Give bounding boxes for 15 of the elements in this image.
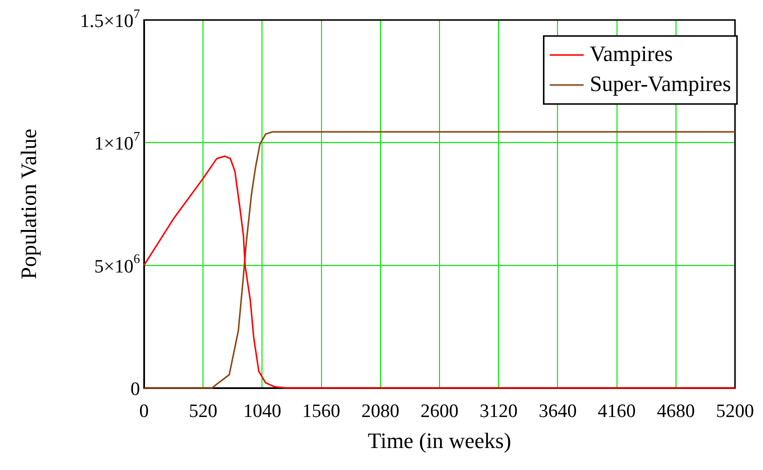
y-tick-label: 0: [130, 378, 140, 400]
x-tick-label: 5200: [716, 400, 754, 422]
x-tick-label: 1560: [302, 400, 340, 422]
legend-label: Vampires: [590, 40, 673, 66]
legend-label: Super-Vampires: [590, 70, 732, 96]
x-tick-label: 4160: [598, 400, 636, 422]
x-tick-label: 4680: [656, 400, 695, 422]
x-tick-label: 2600: [420, 400, 458, 422]
x-tick-label: 3640: [538, 400, 577, 422]
x-tick-label: 1040: [243, 400, 282, 422]
x-tick-label: 520: [188, 400, 218, 422]
x-tick-label: 3120: [480, 400, 518, 422]
x-tick-label: 2080: [361, 400, 400, 422]
x-axis-title: Time (in weeks): [368, 428, 512, 453]
y-axis-title: Population Value: [16, 128, 41, 280]
